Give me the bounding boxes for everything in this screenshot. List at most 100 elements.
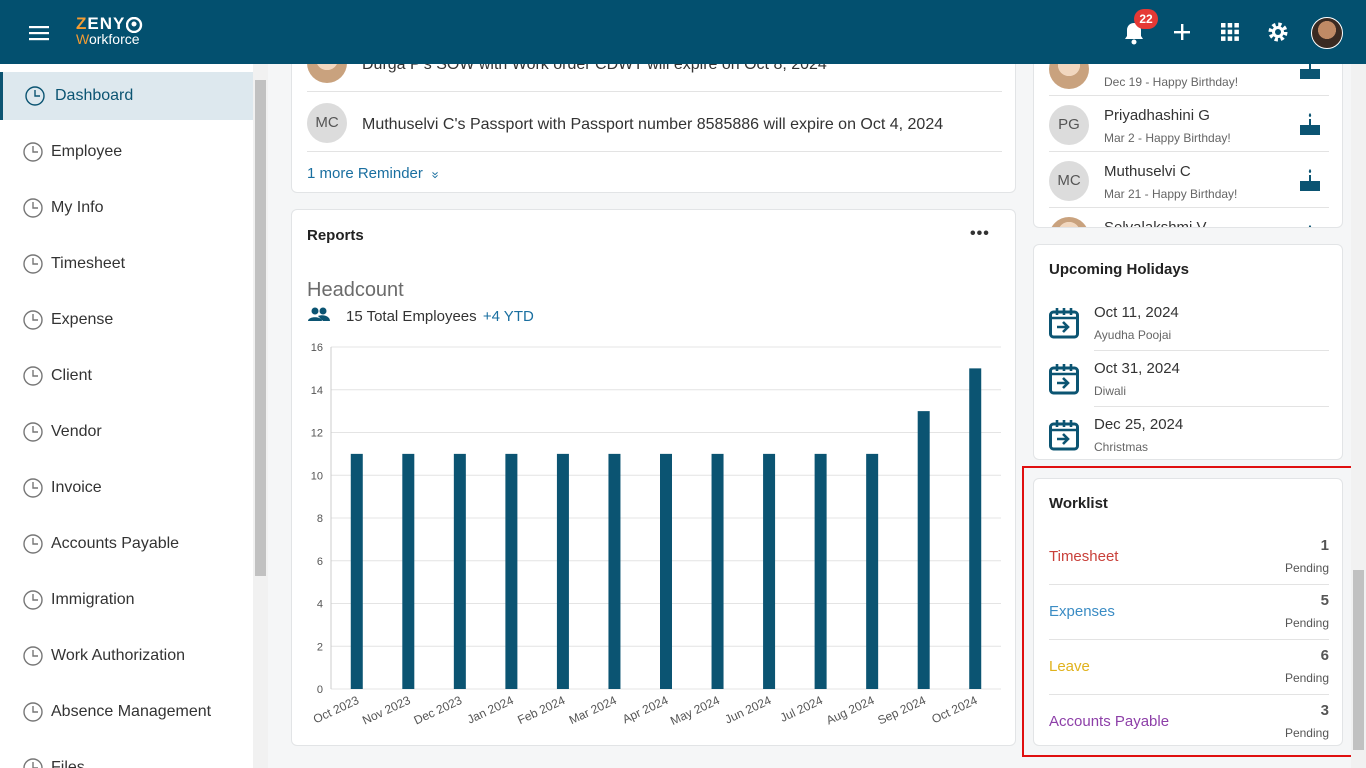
icon-shape <box>23 422 43 442</box>
separator <box>307 91 1002 92</box>
nav-item[interactable]: Absence Management <box>0 688 253 736</box>
nav-icon <box>23 478 43 498</box>
more-reminders-link[interactable]: 1 more Reminder <box>307 165 423 182</box>
icon-shape <box>32 482 38 489</box>
bar <box>505 453 518 689</box>
separator <box>1094 406 1329 407</box>
x-tick-label: Aug 2024 <box>824 693 877 728</box>
worklist-item[interactable]: Expenses <box>1049 603 1115 620</box>
pending-status: Pending <box>1284 561 1329 575</box>
avatar: MC <box>1049 161 1089 201</box>
logo[interactable]: ZENY <box>76 14 126 33</box>
more-menu[interactable]: ••• <box>970 225 990 242</box>
icon-shape <box>1050 308 1078 333</box>
birthday-date: Dec 19 - Happy Birthday! <box>1104 75 1239 89</box>
bar <box>453 453 466 689</box>
nav-label[interactable]: Absence Management <box>51 703 212 720</box>
nav-item[interactable]: Vendor <box>0 408 253 456</box>
nav-label[interactable]: My Info <box>51 199 104 216</box>
add-button[interactable] <box>1173 23 1191 41</box>
cake-icon <box>1300 169 1320 191</box>
nav-item[interactable]: Immigration <box>0 576 253 624</box>
nav-icon <box>23 534 43 554</box>
cake-icon <box>1300 57 1320 79</box>
icon-shape <box>23 702 43 722</box>
birthday-date: Mar 21 - Happy Birthday! <box>1104 187 1238 201</box>
icon-shape <box>1050 364 1078 389</box>
nav-item[interactable]: Employee <box>0 128 253 176</box>
nav-icon <box>23 366 43 386</box>
reminder-text: Muthuselvi C's Passport with Passport nu… <box>362 116 944 133</box>
separator <box>1049 584 1329 585</box>
y-tick-label: 12 <box>311 428 323 440</box>
nav-label[interactable]: Client <box>51 367 92 384</box>
reports-card: Reports ••• Headcount 15 Total Employees… <box>291 209 1016 746</box>
bar <box>814 453 827 689</box>
nav-item[interactable]: Accounts Payable <box>0 520 253 568</box>
pending-count: 5 <box>1320 592 1329 609</box>
calendar-icon <box>1049 364 1079 395</box>
user-avatar[interactable] <box>1311 17 1343 49</box>
nav-label[interactable]: Work Authorization <box>51 647 185 664</box>
nav-item[interactable]: Invoice <box>0 464 253 512</box>
y-tick-label: 10 <box>311 470 323 482</box>
worklist-item[interactable]: Accounts Payable <box>1049 713 1170 730</box>
chevron-icon: » <box>428 171 444 179</box>
icon-shape <box>32 314 38 321</box>
icon-shape <box>23 254 43 274</box>
holiday-name: Ayudha Poojai <box>1094 328 1172 342</box>
x-tick-label: Feb 2024 <box>515 693 567 727</box>
nav-item[interactable]: Client <box>0 352 253 400</box>
total-employees: 15 Total Employees <box>346 308 477 325</box>
bar <box>866 453 879 689</box>
settings-button[interactable] <box>1267 21 1289 43</box>
nav-label[interactable]: Timesheet <box>51 255 126 272</box>
nav-item[interactable]: Dashboard <box>0 72 253 120</box>
separator <box>1049 207 1329 208</box>
bar <box>608 453 621 689</box>
nav-label[interactable]: Dashboard <box>55 87 134 104</box>
person-name: Muthuselvi C <box>1104 163 1191 180</box>
nav-label[interactable]: Invoice <box>51 479 102 496</box>
icon-shape <box>1300 169 1320 191</box>
nav-label[interactable]: Accounts Payable <box>51 535 180 552</box>
people-icon <box>308 307 330 321</box>
scroll-thumb[interactable] <box>255 80 266 576</box>
worklist-item[interactable]: Timesheet <box>1049 548 1119 565</box>
cake-icon <box>1300 113 1320 135</box>
x-tick-label: Jul 2024 <box>778 693 825 725</box>
nav-label[interactable]: Vendor <box>51 423 102 440</box>
nav-icon <box>23 702 43 722</box>
nav-item[interactable]: Work Authorization <box>0 632 253 680</box>
x-tick-label: Oct 2024 <box>929 693 979 726</box>
ytd-change: +4 YTD <box>482 308 534 325</box>
nav-label[interactable]: Files <box>51 759 85 768</box>
nav-item[interactable]: Expense <box>0 296 253 344</box>
sidebar: Dashboard Employee My Info Timesheet Expense… <box>0 64 253 768</box>
menu-button[interactable] <box>29 24 51 42</box>
icon-shape <box>32 202 38 209</box>
holiday-date: Oct 31, 2024 <box>1094 360 1180 377</box>
nav-item[interactable]: Timesheet <box>0 240 253 288</box>
pending-count: 6 <box>1320 647 1329 664</box>
nav-item[interactable]: Files <box>0 744 253 768</box>
icon-shape <box>1300 113 1320 135</box>
nav-label[interactable]: Immigration <box>51 591 135 608</box>
bar <box>556 453 569 689</box>
nav-item[interactable]: My Info <box>0 184 253 232</box>
separator <box>1094 350 1329 351</box>
scroll-thumb[interactable] <box>1353 570 1364 750</box>
nav-label[interactable]: Expense <box>51 311 114 328</box>
person-name: Priyadhashini G <box>1104 107 1210 124</box>
worklist-item[interactable]: Leave <box>1049 658 1090 675</box>
icon-shape <box>34 90 40 97</box>
birthday-date: Mar 2 - Happy Birthday! <box>1104 131 1231 145</box>
apps-button[interactable] <box>1221 23 1239 41</box>
bar <box>763 453 776 689</box>
nav-label[interactable]: Employee <box>51 143 123 160</box>
icon-shape <box>32 538 38 545</box>
y-tick-label: 6 <box>317 556 323 568</box>
separator <box>1049 95 1329 96</box>
avatar: PG <box>1049 105 1089 145</box>
icon-shape <box>32 370 38 377</box>
